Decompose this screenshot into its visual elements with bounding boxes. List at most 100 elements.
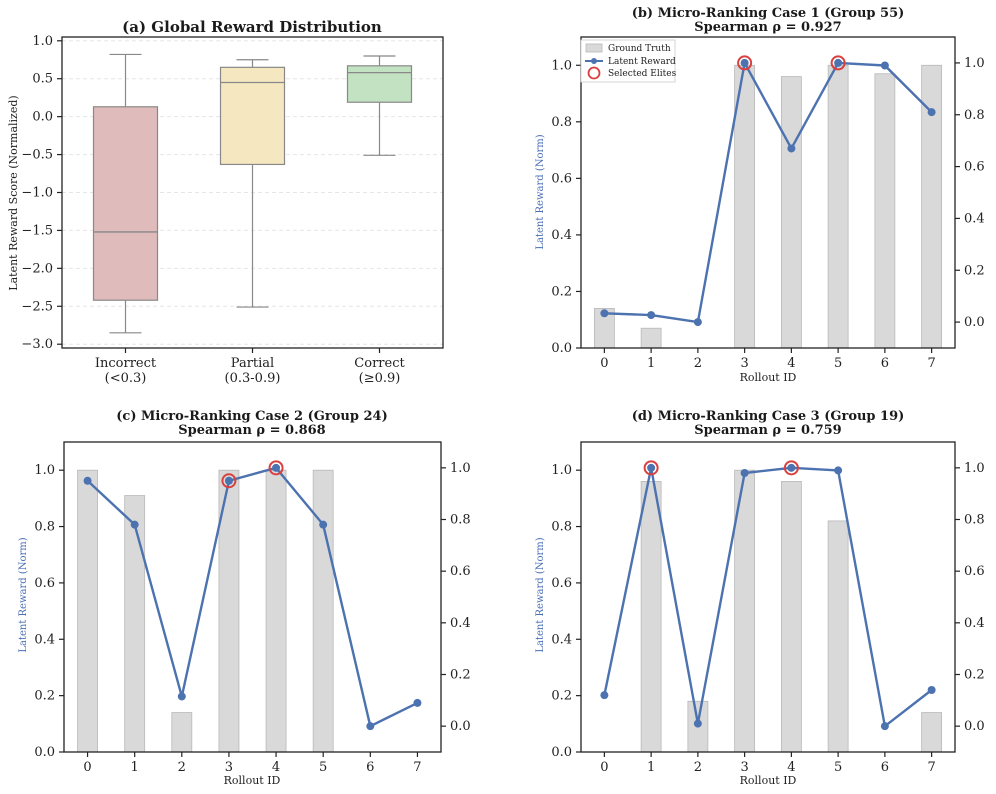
selected-elite-marker bbox=[643, 460, 659, 476]
ground-truth-bar bbox=[77, 469, 98, 753]
x-tick-label: 3 bbox=[740, 356, 748, 371]
panel-b-y-axis-label: Latent Reward (Norm) bbox=[535, 134, 546, 249]
legend-latent-reward-label: Latent Reward bbox=[608, 57, 676, 67]
x-tick-label: 0 bbox=[600, 760, 608, 775]
selected-elite-marker bbox=[221, 473, 237, 489]
panel-a-y-ticks: 1.0 0.5 0.0 −0.5 −1.0 −1.5 −2.0 −2.5 −3.0 bbox=[21, 34, 62, 352]
panel-c-y-axis-label: Latent Reward (Norm) bbox=[18, 537, 29, 652]
x-tick-label: 7 bbox=[413, 760, 421, 775]
right-y-tick-label: 1.0 bbox=[964, 461, 985, 476]
x-tick-label: 5 bbox=[834, 760, 842, 775]
x-tick-label: 6 bbox=[881, 760, 889, 775]
panel-b-micro-ranking-case-1: (b) Micro-Ranking Case 1 (Group 55) Spea… bbox=[535, 6, 985, 384]
legend-selected-elites-label: Selected Elites bbox=[608, 69, 677, 79]
y-tick-label: −0.5 bbox=[21, 148, 53, 163]
latent-reward-point bbox=[272, 463, 281, 472]
x-tick-label: 0 bbox=[600, 356, 608, 371]
ground-truth-bar bbox=[640, 481, 662, 753]
panel-d-plot: 0.0 0.2 0.4 0.6 0.8 1.0 0.0 0.2 0.4 0.6 0.8 1.0 0 1 2 3… bbox=[551, 441, 985, 775]
left-y-tick-label: 0.0 bbox=[551, 745, 572, 760]
y-tick-label: −1.0 bbox=[21, 186, 53, 201]
right-y-tick-label: 1.0 bbox=[964, 56, 985, 71]
ground-truth-bar bbox=[265, 469, 287, 753]
left-y-tick-label: 0.6 bbox=[551, 576, 572, 591]
latent-reward-point bbox=[740, 58, 749, 67]
panel-a-title: (a) Global Reward Distribution bbox=[122, 18, 382, 36]
x-tick-label: 4 bbox=[787, 760, 795, 775]
y-tick-label: 1.0 bbox=[32, 34, 53, 49]
latent-reward-point bbox=[647, 463, 656, 472]
latent-reward-line bbox=[604, 61, 933, 324]
x-tick-label: (≥0.9) bbox=[359, 371, 401, 386]
x-tick-label: Partial bbox=[231, 356, 274, 371]
x-tick-label: 2 bbox=[694, 356, 702, 371]
latent-reward-point bbox=[880, 722, 889, 731]
x-tick-label: 2 bbox=[694, 760, 702, 775]
ground-truth-bar bbox=[827, 520, 849, 753]
x-tick-label: 3 bbox=[225, 760, 233, 775]
left-y-tick-label: 1.0 bbox=[551, 463, 572, 478]
y-tick-label: −2.5 bbox=[21, 299, 53, 314]
ground-truth-bar bbox=[921, 64, 943, 349]
panel-a-boxes bbox=[92, 53, 413, 334]
latent-reward-line bbox=[86, 466, 418, 728]
right-y-tick-label: 0.0 bbox=[964, 315, 985, 330]
y-tick-label: −1.5 bbox=[21, 223, 53, 238]
panel-a-x-ticks: Incorrect(<0.3) Partial(0.3-0.9) Correct(≥… bbox=[95, 348, 405, 386]
right-y-tick-label: 0.8 bbox=[964, 108, 985, 123]
left-y-tick-label: 1.0 bbox=[551, 58, 572, 73]
legend-ground-truth-swatch bbox=[585, 43, 603, 53]
ground-truth-bar bbox=[171, 712, 193, 753]
left-y-tick-label: 0.2 bbox=[551, 689, 572, 704]
iqr-box bbox=[346, 65, 413, 103]
right-y-tick-label: 0.0 bbox=[450, 719, 471, 734]
x-tick-label: 5 bbox=[319, 760, 327, 775]
left-y-tick-label: 0.0 bbox=[34, 745, 55, 760]
latent-reward-point bbox=[366, 722, 375, 731]
y-tick-label: 0.0 bbox=[32, 110, 53, 125]
panel-c-title: (c) Micro-Ranking Case 2 (Group 24) bbox=[116, 409, 387, 424]
x-tick-label: (0.3-0.9) bbox=[225, 371, 281, 386]
ground-truth-bar bbox=[780, 481, 802, 753]
panel-d-micro-ranking-case-3: (d) Micro-Ranking Case 3 (Group 19) Spea… bbox=[535, 409, 985, 787]
latent-reward-point bbox=[600, 309, 609, 318]
latent-reward-point bbox=[693, 719, 702, 728]
left-y-tick-label: 1.0 bbox=[34, 463, 55, 478]
panel-b-x-axis-label: Rollout ID bbox=[740, 371, 797, 384]
panel-d-subtitle: Spearman ρ = 0.759 bbox=[694, 423, 841, 438]
selected-elite-marker bbox=[737, 55, 753, 71]
latent-reward-point bbox=[83, 476, 92, 485]
right-y-tick-label: 0.2 bbox=[964, 668, 985, 683]
right-y-tick-label: 0.6 bbox=[964, 564, 985, 579]
panel-d-title: (d) Micro-Ranking Case 3 (Group 19) bbox=[632, 409, 905, 424]
right-y-tick-label: 0.6 bbox=[964, 160, 985, 175]
x-tick-label: 0 bbox=[83, 760, 91, 775]
left-y-tick-label: 0.4 bbox=[34, 632, 55, 647]
left-y-tick-label: 0.2 bbox=[34, 689, 55, 704]
x-tick-label: 6 bbox=[881, 356, 889, 371]
ground-truth-bar bbox=[827, 64, 849, 349]
latent-reward-point bbox=[177, 692, 186, 701]
ground-truth-bar bbox=[780, 76, 802, 349]
panel-a-global-reward-distribution: (a) Global Reward Distribution 1.0 0.5 0.0… bbox=[7, 18, 444, 386]
right-y-tick-label: 0.6 bbox=[450, 564, 471, 579]
box-correct bbox=[346, 55, 413, 156]
panel-b-subtitle: Spearman ρ = 0.927 bbox=[694, 20, 841, 35]
panel-c-subtitle: Spearman ρ = 0.868 bbox=[178, 423, 325, 438]
x-tick-label: 7 bbox=[927, 356, 935, 371]
x-tick-label: (<0.3) bbox=[105, 371, 147, 386]
left-y-tick-label: 0.0 bbox=[551, 341, 572, 356]
iqr-box bbox=[92, 106, 159, 301]
iqr-box bbox=[219, 66, 286, 166]
axes-frame bbox=[580, 441, 956, 753]
panel-c-plot: 0.0 0.2 0.4 0.6 0.8 1.0 0.0 0.2 0.4 0.6 0.8 1.0 0 1 2 3… bbox=[34, 441, 471, 775]
ground-truth-bar bbox=[312, 469, 334, 753]
x-tick-label: 6 bbox=[366, 760, 374, 775]
latent-reward-point bbox=[600, 691, 609, 700]
latent-reward-point bbox=[787, 463, 796, 472]
panel-c-x-axis-label: Rollout ID bbox=[224, 774, 281, 787]
right-y-tick-label: 0.8 bbox=[450, 513, 471, 528]
latent-reward-point bbox=[413, 698, 422, 707]
right-y-tick-label: 0.4 bbox=[450, 616, 471, 631]
right-y-tick-label: 0.2 bbox=[450, 668, 471, 683]
